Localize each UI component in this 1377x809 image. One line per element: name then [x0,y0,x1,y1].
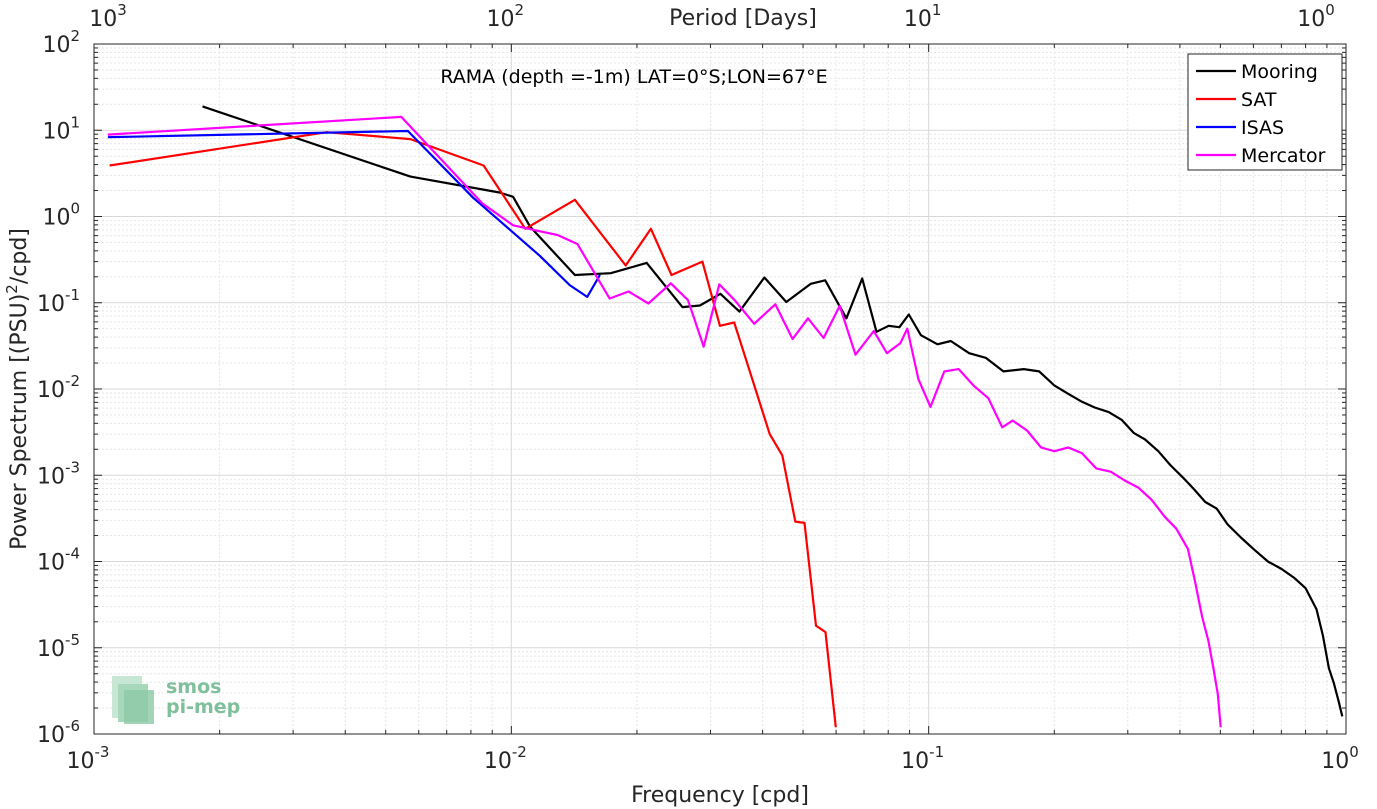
series-line-mooring [202,105,1344,717]
legend-label-mercator: Mercator [1241,145,1326,167]
logo-line-2: pi-mep [166,696,240,718]
x-tick-label: 10-1 [901,743,944,774]
y-tick-label: 10-3 [37,458,80,489]
top-tick-label: 101 [904,1,942,32]
legend: Mooring SAT ISAS Mercator [1187,53,1343,171]
series-line-sat [109,131,837,728]
series-layer [107,105,1344,728]
smos-pi-mep-logo: smos pi-mep [112,676,240,724]
top-tick-label: 100 [1297,1,1335,32]
y-tick-label: 10-5 [37,631,80,662]
top-tick-label: 103 [89,1,127,32]
y-tick-label: 10-4 [37,545,80,576]
tick-marks [93,43,1347,735]
y-tick-label: 10-1 [37,286,80,317]
chart-title: RAMA (depth =-1m) LAT=0°S;LON=67°E [440,66,827,88]
legend-box [1187,53,1343,171]
x-tick-label: 100 [1321,743,1359,774]
top-tick-label: 102 [487,1,525,32]
x-tick-label: 10-3 [67,743,110,774]
series-line-isas [107,129,601,298]
y-tick-label: 101 [42,113,80,144]
y-tick-label: 10-2 [37,372,80,403]
legend-label-sat: SAT [1241,89,1277,111]
legend-label-isas: ISAS [1241,117,1284,139]
x-tick-label: 10-2 [484,743,527,774]
top-tick-labels: 103 102 101 100 [89,1,1335,32]
y-tick-labels: 102 101 100 10-1 10-2 10-3 10-4 10-5 10-6 [37,27,80,748]
top-axis-label: Period [Days] [669,6,817,31]
logo-line-1: smos [166,676,221,698]
y-tick-label: 100 [42,200,80,231]
y-axis-label: Power Spectrum [(PSU)2/cpd] [3,228,32,550]
legend-label-mooring: Mooring [1241,61,1318,83]
x-tick-labels: 10-3 10-2 10-1 100 [67,743,1359,774]
x-axis-label: Frequency [cpd] [631,783,809,808]
y-tick-label: 102 [42,27,80,58]
y-tick-label: 10-6 [37,717,80,748]
major-grid [93,43,1347,735]
series-line-mercator [107,115,1222,728]
